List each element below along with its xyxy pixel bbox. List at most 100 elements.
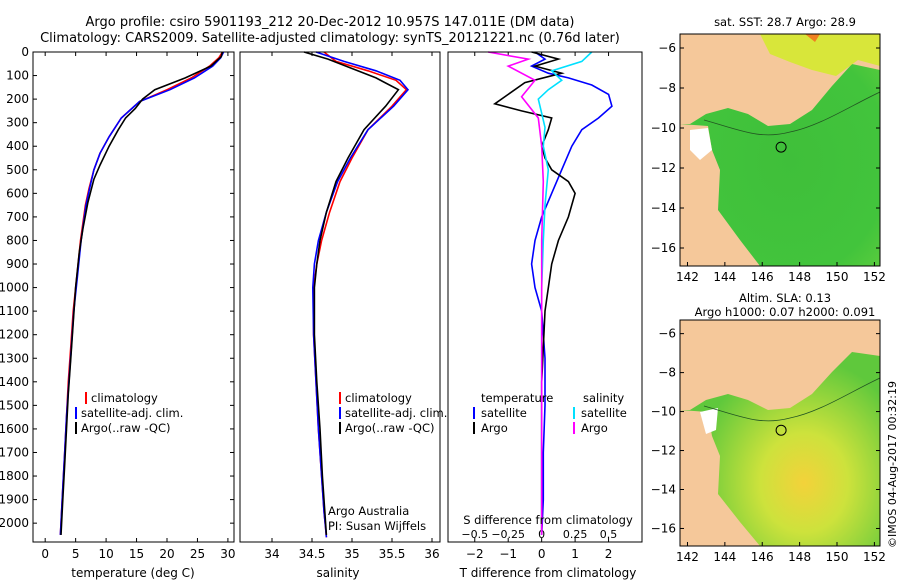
- legend-label-t-satellite: satellite: [481, 406, 527, 420]
- y-tick-label: 1900: [0, 493, 29, 507]
- y-tick-label: 900: [6, 257, 29, 271]
- map-x-tick-label: 150: [826, 550, 849, 564]
- x-tick-label: 34.5: [299, 547, 326, 561]
- map-y-tick-label: −10: [651, 121, 676, 135]
- x-tick-label: 0: [538, 547, 546, 561]
- temperature-panel: 0100200300400500600700800900100011001200…: [0, 45, 236, 580]
- salinity-xlabel: salinity: [316, 566, 359, 580]
- land-cape-york: [680, 410, 760, 546]
- y-tick-label: 1000: [0, 281, 29, 295]
- series-line-salinity-argo: [487, 51, 545, 535]
- no-data-patch: [690, 128, 712, 160]
- y-tick-label: 1500: [0, 398, 29, 412]
- series-line-temperature-argo: [492, 51, 576, 535]
- x-tick-label: 36: [424, 547, 439, 561]
- x-tick-label: 5: [72, 547, 80, 561]
- x-tick-label: 34: [264, 547, 279, 561]
- series-line-satellite-adj-clim: [59, 51, 225, 535]
- map-y-tick-label: −14: [651, 483, 676, 497]
- salinity-series: [303, 51, 410, 538]
- argo-position-marker: [775, 141, 787, 153]
- sla-map-subtitle: Argo h1000: 0.07 h2000: 0.091: [695, 305, 876, 319]
- sla-map-image: [680, 320, 880, 546]
- temperature-legend: climatology satellite-adj. clim. Argo(..…: [75, 391, 183, 435]
- s-tick-label: 0.5: [600, 528, 618, 541]
- y-tick-label: 800: [6, 233, 29, 247]
- salinity-panel: 34 34.5 35 35.5 36 salinity climatology sate…: [239, 51, 447, 580]
- x-tick-label: 2: [605, 547, 613, 561]
- difference-series: [487, 51, 613, 535]
- sla-map-title: Altim. SLA: 0.13: [739, 291, 831, 305]
- title-line-1: Argo profile: csiro 5901193_212 20-Dec-2…: [86, 15, 575, 30]
- series-line-argo-raw-qc: [303, 51, 400, 535]
- sst-map-frame: [679, 33, 881, 267]
- salinity-ticks: 34 34.5 35 35.5 36: [264, 52, 440, 561]
- map-x-tick-label: 146: [751, 550, 774, 564]
- y-tick-label: 400: [6, 139, 29, 153]
- x-tick-label: 35.5: [379, 547, 406, 561]
- legend-label-argo: Argo(..raw -QC): [81, 421, 171, 435]
- difference-legend: temperature satellite Argo salinity sate…: [473, 391, 627, 435]
- sst-map-image: [680, 34, 880, 266]
- s-tick-label: −0.25: [491, 528, 525, 541]
- y-tick-label: 1300: [0, 351, 29, 365]
- s-difference-label: S difference from climatology: [463, 513, 633, 527]
- y-tick-label: 600: [6, 186, 29, 200]
- series-line-climatology: [59, 51, 224, 535]
- y-tick-label: 1700: [0, 445, 29, 459]
- map-x-tick-label: 148: [788, 270, 811, 284]
- legend-title-salinity: salinity: [583, 391, 624, 405]
- map-x-tick-label: 152: [863, 270, 886, 284]
- x-tick-label: 35: [344, 547, 359, 561]
- map-x-tick-label: 144: [713, 550, 736, 564]
- sst-map-ticks: 142 144 146 148 150 152 −6 −8 −10 −12 −14 −16: [651, 41, 886, 284]
- x-tick-label: 25: [190, 547, 205, 561]
- temperature-series: [59, 51, 225, 535]
- y-tick-label: 1800: [0, 469, 29, 483]
- no-data-patch: [700, 408, 718, 434]
- x-tick-label: 20: [159, 547, 174, 561]
- x-tick-label: 15: [129, 547, 144, 561]
- legend-label-climatology: climatology: [345, 391, 412, 405]
- y-tick-label: 1400: [0, 375, 29, 389]
- temperature-axes-frame: [32, 51, 235, 543]
- legend-title-temperature: temperature: [481, 391, 553, 405]
- legend-label-t-argo: Argo: [481, 421, 508, 435]
- series-line-temperature-satellite: [529, 51, 613, 535]
- map-y-tick-label: −6: [658, 41, 676, 55]
- series-line-satellite-adj-clim: [311, 51, 410, 538]
- t-difference-xlabel: T difference from climatology: [459, 566, 637, 580]
- map-x-tick-label: 146: [751, 270, 774, 284]
- sst-hot-patch: [805, 34, 820, 42]
- map-y-tick-label: −12: [651, 161, 676, 175]
- map-x-tick-label: 142: [676, 550, 699, 564]
- legend-label-s-argo: Argo: [581, 421, 608, 435]
- x-tick-label: −2: [466, 547, 484, 561]
- sla-map-panel: Altim. SLA: 0.13 Argo h1000: 0.07 h2000:…: [651, 291, 886, 564]
- legend-label-satellite: satellite-adj. clim.: [81, 406, 183, 420]
- map-y-tick-label: −14: [651, 201, 676, 215]
- title-line-2: Climatology: CARS2009. Satellite-adjuste…: [40, 31, 620, 46]
- s-tick-label: −0.5: [461, 528, 488, 541]
- map-y-tick-label: −8: [658, 81, 676, 95]
- legend-label-s-satellite: satellite: [581, 406, 627, 420]
- y-tick-label: 0: [21, 45, 29, 59]
- imos-credit: ©IMOS 04-Aug-2017 00:32:19: [886, 381, 899, 548]
- y-tick-label: 100: [6, 69, 29, 83]
- y-tick-label: 2000: [0, 516, 29, 530]
- sst-warm-north: [760, 34, 880, 76]
- series-line-argo-raw-qc: [60, 51, 224, 535]
- legend-label-climatology: climatology: [91, 391, 158, 405]
- contour: [703, 91, 880, 136]
- sla-map-frame: [679, 319, 881, 547]
- s-tick-label: 0.25: [563, 528, 588, 541]
- map-x-tick-label: 142: [676, 270, 699, 284]
- sst-map-panel: sat. SST: 28.7 Argo: 28.9 142 144 146 148 15…: [651, 15, 886, 284]
- map-y-tick-label: −12: [651, 444, 676, 458]
- x-tick-label: 10: [98, 547, 113, 561]
- legend-label-satellite: satellite-adj. clim.: [345, 406, 447, 420]
- annotation-argo-australia: Argo Australia: [328, 504, 409, 518]
- temperature-xlabel: temperature (deg C): [71, 566, 194, 580]
